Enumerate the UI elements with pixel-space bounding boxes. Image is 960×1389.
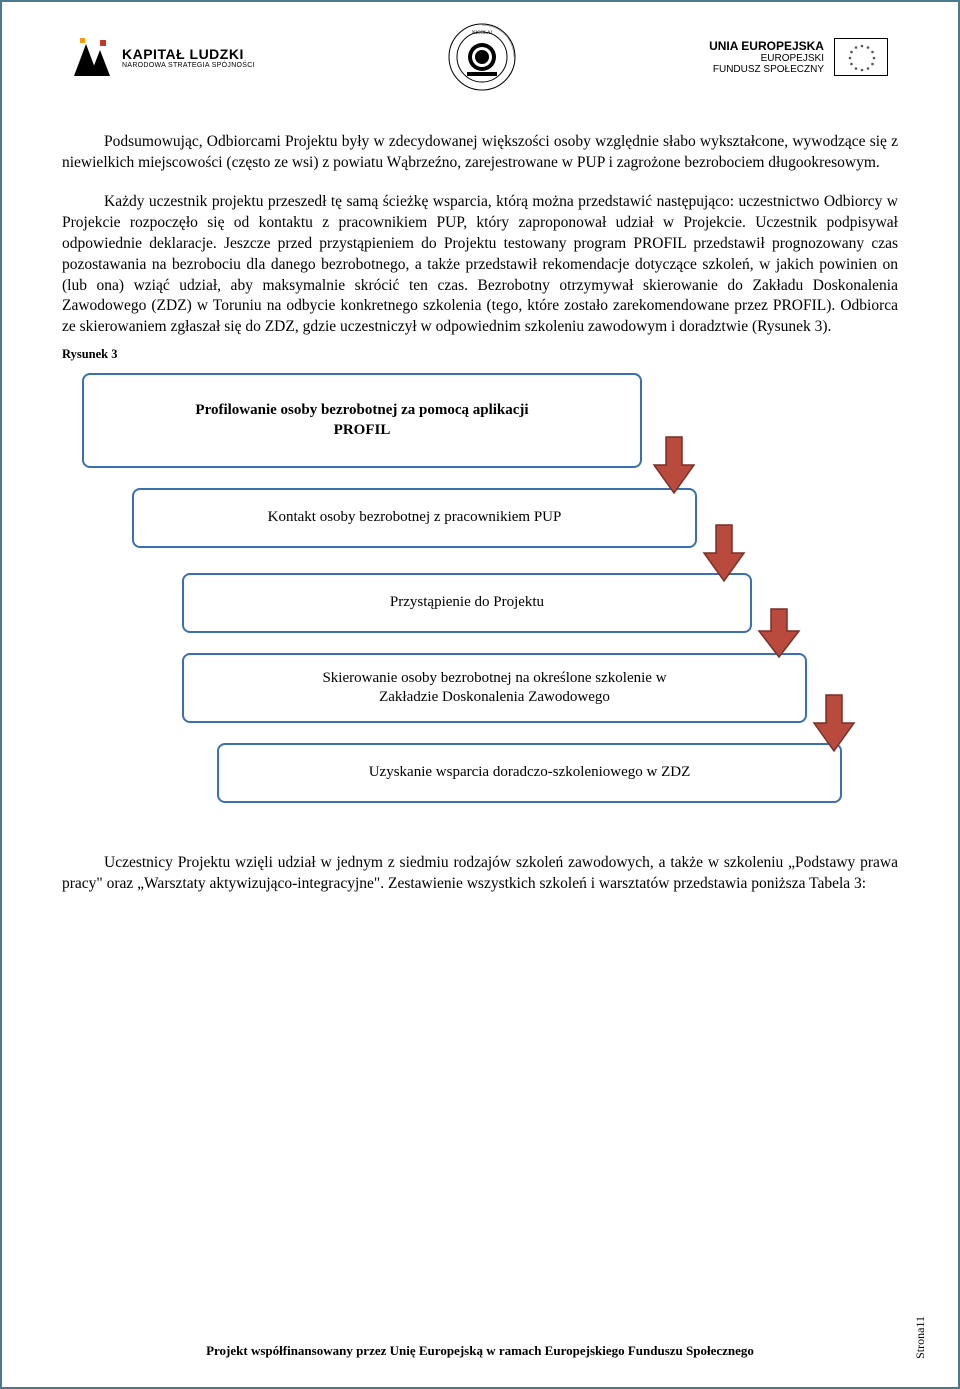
body-content: Podsumowując, Odbiorcami Projektu były w…: [62, 132, 898, 895]
page-number: Strona11: [913, 1316, 928, 1359]
logo-left-main: KAPITAŁ LUDZKI: [122, 46, 255, 62]
paragraph-3: Uczestnicy Projektu wzięli udział w jedn…: [62, 853, 898, 895]
paragraph-1: Podsumowując, Odbiorcami Projektu były w…: [62, 132, 898, 174]
eu-text: UNIA EUROPEJSKA EUROPEJSKI FUNDUSZ SPOŁE…: [709, 39, 824, 75]
flow-box-2: Kontakt osoby bezrobotnej z pracownikiem…: [132, 488, 697, 548]
eu-flag-icon: [834, 38, 888, 76]
header-logos: KAPITAŁ LUDZKI NARODOWA STRATEGIA SPÓJNO…: [62, 22, 898, 92]
flow-box-1: Profilowanie osoby bezrobotnej za pomocą…: [82, 373, 642, 468]
kapital-ludzki-icon: [72, 36, 114, 78]
flow-box-3-text: Przystąpienie do Projektu: [390, 593, 544, 613]
arrow-4-icon: [812, 693, 856, 753]
flow-box-4-line1: Skierowanie osoby bezrobotnej na określo…: [322, 670, 666, 686]
arrow-1-icon: [652, 435, 696, 495]
logo-left-sub: NARODOWA STRATEGIA SPÓJNOŚCI: [122, 62, 255, 69]
flow-box-5: Uzyskanie wsparcia doradczo-szkolenioweg…: [217, 743, 842, 803]
flow-box-3: Przystąpienie do Projektu: [182, 573, 752, 633]
flow-box-4-line2: Zakładzie Doskonalenia Zawodowego: [379, 689, 610, 705]
eu-line1: UNIA EUROPEJSKA: [709, 39, 824, 53]
flow-box-5-text: Uzyskanie wsparcia doradczo-szkolenioweg…: [369, 763, 691, 783]
arrow-3-icon: [757, 607, 801, 659]
kapital-ludzki-text: KAPITAŁ LUDZKI NARODOWA STRATEGIA SPÓJNO…: [122, 46, 255, 69]
logo-kapital-ludzki: KAPITAŁ LUDZKI NARODOWA STRATEGIA SPÓJNO…: [72, 36, 255, 78]
university-seal-icon: NICOLAI: [447, 22, 517, 92]
svg-text:NICOLAI: NICOLAI: [472, 31, 493, 36]
paragraph-2-text: Każdy uczestnik projektu przeszedł tę sa…: [62, 193, 898, 336]
flowchart: Profilowanie osoby bezrobotnej za pomocą…: [62, 373, 898, 823]
figure-label: Rysunek 3: [62, 346, 898, 363]
document-page: KAPITAŁ LUDZKI NARODOWA STRATEGIA SPÓJNO…: [0, 0, 960, 1389]
flow-box-1-line2: PROFIL: [334, 422, 391, 438]
footer-text: Projekt współfinansowany przez Unię Euro…: [2, 1343, 958, 1359]
eu-line2: EUROPEJSKI: [709, 53, 824, 64]
flow-box-2-text: Kontakt osoby bezrobotnej z pracownikiem…: [268, 508, 562, 528]
flow-box-1-line1: Profilowanie osoby bezrobotnej za pomocą…: [195, 402, 528, 418]
paragraph-2: Każdy uczestnik projektu przeszedł tę sa…: [62, 192, 898, 338]
flow-box-4: Skierowanie osoby bezrobotnej na określo…: [182, 653, 807, 723]
arrow-2-icon: [702, 523, 746, 583]
logo-eu: UNIA EUROPEJSKA EUROPEJSKI FUNDUSZ SPOŁE…: [709, 38, 888, 76]
eu-line3: FUNDUSZ SPOŁECZNY: [709, 64, 824, 75]
